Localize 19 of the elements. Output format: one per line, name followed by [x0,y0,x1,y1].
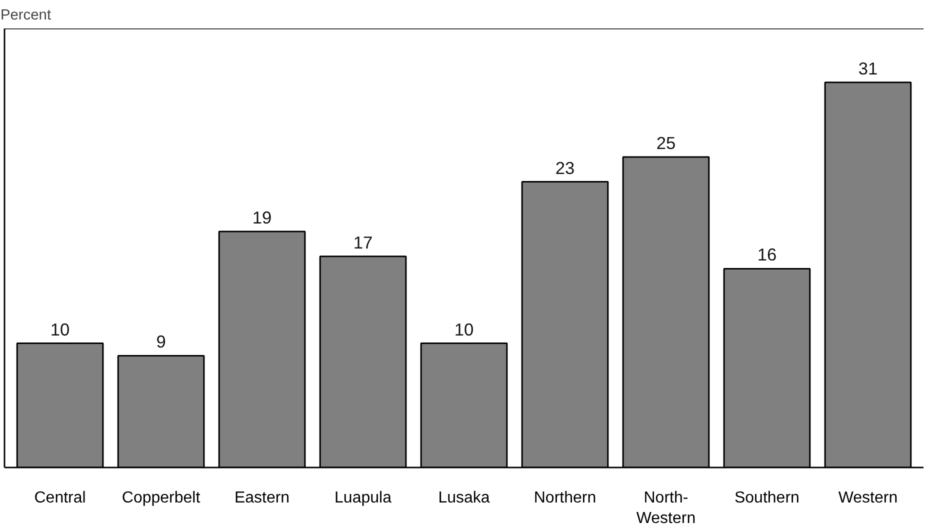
x-tick-label: Northern [534,490,596,506]
x-tick-label: Copperbelt [122,490,201,506]
x-tick-label: Luapula [334,490,392,506]
x-tick-label: Southern [734,490,800,506]
data-label: 31 [858,58,878,78]
data-label: 9 [156,332,166,352]
data-label: 10 [50,319,70,340]
data-label: 10 [454,319,474,340]
x-tick-label: North-Western [636,490,696,527]
data-label: 17 [353,232,373,252]
x-tick-label: Western [838,490,898,506]
x-tick-label: Lusaka [438,490,490,506]
data-label: 23 [555,158,575,178]
x-tick-label: Central [34,490,86,506]
data-label: 25 [656,132,676,153]
y-axis-title: Percent [0,8,52,24]
data-label: 16 [757,244,777,265]
data-label: 19 [252,207,272,228]
x-tick-label: Eastern [234,490,290,506]
